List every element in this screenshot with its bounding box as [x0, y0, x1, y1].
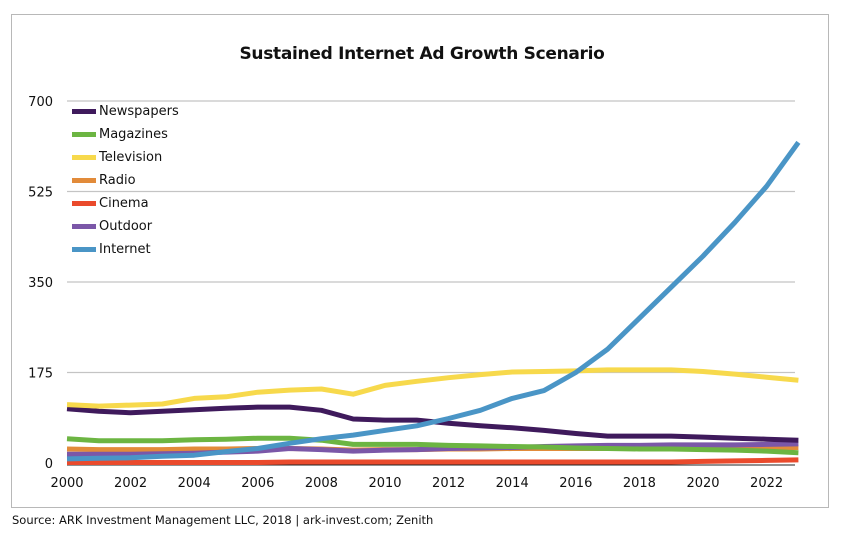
y-tick-label: 350 [28, 276, 53, 291]
x-tick-label: 2008 [305, 476, 338, 491]
x-tick-label: 2012 [432, 476, 465, 491]
legend-item-internet: Internet [72, 238, 179, 261]
series-line-cinema [67, 457, 799, 465]
legend-item-outdoor: Outdoor [72, 215, 179, 238]
legend-item-magazines: Magazines [72, 123, 179, 146]
legend-swatch [72, 201, 96, 206]
legend-item-radio: Radio [72, 169, 179, 192]
y-axis-ticks: 0 175 350 525 700 [28, 95, 53, 472]
x-tick-label: 2000 [50, 476, 83, 491]
y-tick-label: 175 [28, 367, 53, 382]
y-tick-label: 700 [28, 95, 53, 110]
x-tick-label: 2004 [178, 476, 211, 491]
x-tick-label: 2002 [114, 476, 147, 491]
y-tick-label: 525 [28, 186, 53, 201]
legend: Newspapers Magazines Television Radio Cinema… [72, 100, 179, 261]
legend-swatch [72, 109, 96, 114]
legend-label: Newspapers [99, 104, 179, 119]
x-tick-label: 2016 [559, 476, 592, 491]
legend-label: Radio [99, 173, 136, 188]
x-tick-label: 2018 [623, 476, 656, 491]
x-tick-label: 2020 [686, 476, 719, 491]
source-note: Source: ARK Investment Management LLC, 2… [12, 513, 434, 527]
legend-swatch [72, 247, 96, 252]
series-line-television [66, 367, 799, 409]
series-lines [66, 140, 801, 465]
series-line-internet [66, 140, 801, 462]
x-tick-label: 2014 [496, 476, 529, 491]
series-line-magazines [66, 435, 799, 456]
legend-label: Magazines [99, 127, 168, 142]
chart-title: Sustained Internet Ad Growth Scenario [239, 44, 605, 64]
x-tick-label: 2006 [241, 476, 274, 491]
legend-swatch [72, 132, 96, 137]
legend-item-television: Television [72, 146, 179, 169]
y-tick-label: 0 [45, 457, 53, 472]
legend-item-newspapers: Newspapers [72, 100, 179, 123]
legend-swatch [72, 155, 96, 160]
legend-swatch [72, 224, 96, 229]
legend-label: Internet [99, 242, 151, 257]
x-axis-ticks: 2000 2002 2004 2006 2008 2010 2012 2014 2016 2018… [50, 476, 783, 491]
legend-label: Cinema [99, 196, 149, 211]
legend-label: Television [99, 150, 163, 165]
legend-swatch [72, 178, 96, 183]
legend-item-cinema: Cinema [72, 192, 179, 215]
legend-label: Outdoor [99, 219, 153, 234]
x-tick-label: 2022 [750, 476, 783, 491]
x-tick-label: 2010 [368, 476, 401, 491]
